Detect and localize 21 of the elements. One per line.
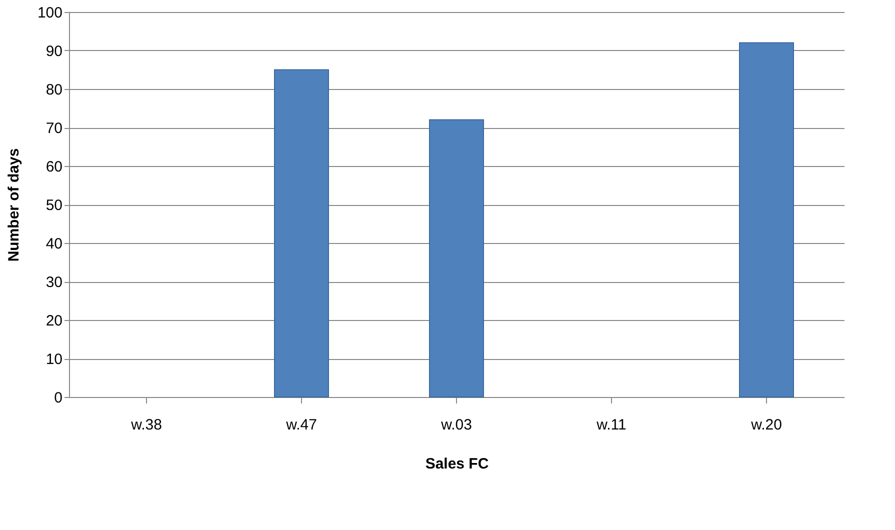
y-tick-label: 60 <box>46 158 62 176</box>
y-tick-label: 90 <box>46 43 62 60</box>
x-tick-label: w.38 <box>130 416 162 434</box>
x-tick-label: w.47 <box>285 416 317 434</box>
y-tick-label: 40 <box>46 236 62 252</box>
y-tick-label: 0 <box>54 390 62 406</box>
x-tick-label: w.20 <box>750 416 782 434</box>
y-tick-label: 80 <box>46 82 62 98</box>
y-axis-title: Number of days <box>5 148 22 262</box>
x-axis-title: Sales FC <box>425 456 489 472</box>
bar <box>739 42 794 398</box>
bar <box>429 119 484 398</box>
x-tick-label: w.11 <box>596 416 626 434</box>
y-tick-label: 100 <box>37 4 62 22</box>
x-tick-label: w.03 <box>440 416 472 434</box>
bar <box>274 69 329 398</box>
y-tick-label: 10 <box>46 351 62 368</box>
y-tick-label: 70 <box>46 120 62 137</box>
y-tick-label: 20 <box>46 312 62 330</box>
y-tick-label: 30 <box>46 274 62 291</box>
y-tick-label: 50 <box>46 197 62 214</box>
